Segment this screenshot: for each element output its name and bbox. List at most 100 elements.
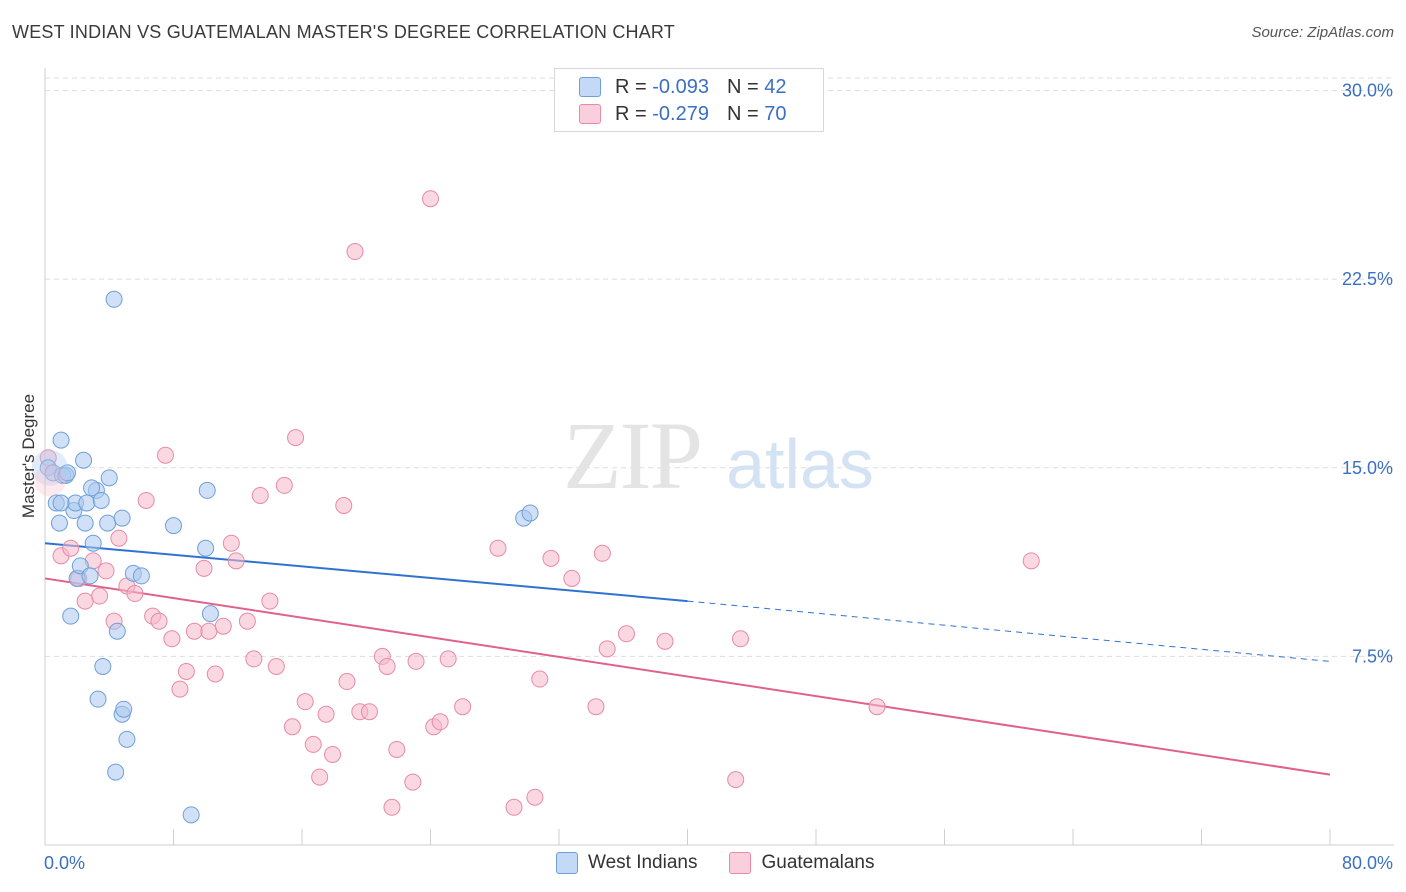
- point-guatemalans: [598, 640, 616, 658]
- legend-r-label: R =: [615, 102, 653, 125]
- y-tick-label: 7.5%: [1352, 646, 1393, 666]
- watermark-zip: ZIP: [563, 402, 701, 509]
- point-west-indians: [52, 494, 70, 512]
- point-guatemalans: [542, 549, 560, 567]
- point-west-indians: [89, 690, 107, 708]
- point-guatemalans: [177, 662, 195, 680]
- point-guatemalans: [593, 544, 611, 562]
- point-guatemalans: [489, 539, 507, 557]
- legend-swatch-pink: [579, 104, 601, 124]
- point-west-indians: [58, 464, 76, 482]
- point-guatemalans: [283, 718, 301, 736]
- point-guatemalans: [156, 446, 174, 464]
- point-guatemalans: [275, 476, 293, 494]
- point-west-indians: [100, 469, 118, 487]
- point-cluster-west-indians: [31, 449, 68, 486]
- trend-lines: [44, 542, 1331, 776]
- point-guatemalans: [360, 703, 378, 721]
- legend-item-guatemalans[interactable]: Guatemalans: [729, 852, 875, 874]
- trend-line-west-indians: [44, 542, 688, 603]
- point-west-indians: [75, 451, 93, 469]
- point-guatemalans: [383, 798, 401, 816]
- axes: [44, 68, 1394, 846]
- legend-label-west-indians: West Indians: [588, 852, 698, 873]
- correlation-legend: R = -0.093 N = 42 R = -0.279 N = 70: [554, 68, 824, 132]
- point-guatemalans: [404, 773, 422, 791]
- point-guatemalans: [76, 592, 94, 610]
- x-tick-label: 80.0%: [1342, 853, 1393, 873]
- legend-n-value: 42: [764, 75, 787, 98]
- point-west-indians: [521, 504, 539, 522]
- legend-n-label: N =: [726, 75, 765, 98]
- point-guatemalans: [251, 486, 269, 504]
- legend-item-west-indians[interactable]: West Indians: [556, 852, 697, 874]
- point-west-indians: [62, 607, 80, 625]
- legend-swatch-blue: [579, 77, 601, 97]
- trend-line-west-indians-extension: [687, 600, 1331, 662]
- grid-lines: [45, 77, 1394, 657]
- point-west-indians: [113, 509, 131, 527]
- point-guatemalans: [324, 745, 342, 763]
- point-guatemalans: [206, 665, 224, 683]
- point-guatemalans: [163, 630, 181, 648]
- point-cluster-guatemalans: [33, 464, 66, 497]
- point-west-indians: [50, 514, 68, 532]
- point-guatemalans: [439, 650, 457, 668]
- point-west-indians: [99, 514, 117, 532]
- point-west-indians: [52, 431, 70, 449]
- point-west-indians: [165, 517, 182, 535]
- x-tick-label: 0.0%: [44, 853, 85, 873]
- point-west-indians: [132, 567, 150, 585]
- point-west-indians: [115, 700, 133, 718]
- point-guatemalans: [150, 612, 168, 630]
- y-tick-label: 22.5%: [1342, 269, 1393, 289]
- point-guatemalans: [732, 630, 750, 648]
- point-guatemalans: [311, 768, 329, 786]
- point-guatemalans: [97, 562, 115, 580]
- point-guatemalans: [238, 612, 256, 630]
- data-points: [31, 190, 1040, 824]
- point-guatemalans: [317, 705, 335, 723]
- trend-line-guatemalans: [44, 577, 1331, 776]
- point-west-indians: [84, 534, 102, 552]
- point-guatemalans: [185, 622, 203, 640]
- point-guatemalans: [222, 534, 240, 552]
- point-guatemalans: [563, 569, 581, 587]
- legend-r-value: -0.093: [652, 75, 709, 98]
- point-guatemalans: [126, 585, 144, 603]
- point-guatemalans: [200, 622, 218, 640]
- point-guatemalans: [1022, 552, 1040, 570]
- point-guatemalans: [227, 552, 245, 570]
- legend-label-guatemalans: Guatemalans: [761, 852, 875, 873]
- source-label: Source: ZipAtlas.com: [1251, 24, 1394, 41]
- y-axis-label: Master's Degree: [19, 394, 38, 518]
- point-west-indians: [201, 605, 219, 623]
- point-west-indians: [81, 567, 99, 585]
- point-guatemalans: [531, 670, 549, 688]
- legend-row-guatemalans: R = -0.279 N = 70: [579, 101, 786, 127]
- point-guatemalans: [422, 190, 439, 208]
- point-west-indians: [76, 514, 94, 532]
- point-guatemalans: [526, 788, 544, 806]
- point-guatemalans: [335, 497, 353, 515]
- series-legend: West Indians Guatemalans: [556, 852, 907, 874]
- point-guatemalans: [656, 632, 674, 650]
- chart-title: WEST INDIAN VS GUATEMALAN MASTER'S DEGRE…: [12, 22, 675, 42]
- point-west-indians: [92, 491, 110, 509]
- point-guatemalans: [617, 625, 635, 643]
- watermark-atlas: atlas: [726, 425, 874, 503]
- point-guatemalans: [378, 657, 396, 675]
- point-west-indians: [108, 622, 126, 640]
- legend-r-value: -0.279: [652, 102, 709, 125]
- point-guatemalans: [296, 693, 314, 711]
- legend-row-west-indians: R = -0.093 N = 42: [579, 74, 786, 100]
- point-guatemalans: [267, 657, 285, 675]
- point-guatemalans: [91, 587, 109, 605]
- point-guatemalans: [454, 698, 472, 716]
- point-guatemalans: [110, 529, 128, 547]
- point-west-indians: [197, 539, 215, 557]
- legend-n-label: N =: [726, 102, 765, 125]
- point-guatemalans: [261, 592, 279, 610]
- legend-swatch-pink: [729, 852, 752, 874]
